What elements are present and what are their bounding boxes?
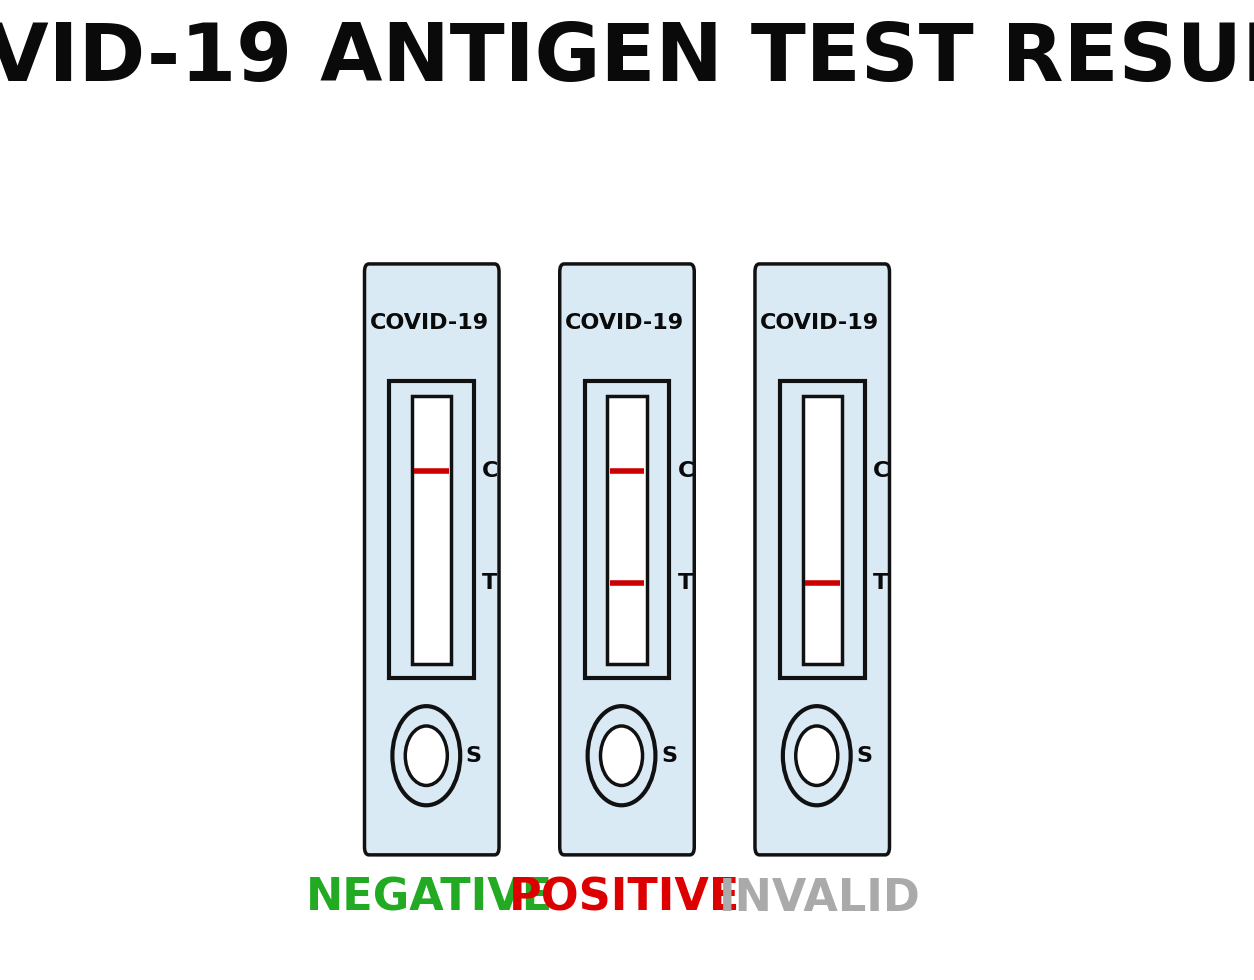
Text: T: T	[873, 573, 888, 593]
Ellipse shape	[601, 726, 642, 785]
Ellipse shape	[782, 707, 850, 806]
Text: COVID-19: COVID-19	[760, 314, 879, 333]
Bar	[390, 381, 474, 678]
Bar	[607, 396, 647, 663]
Text: C: C	[873, 461, 889, 481]
Bar	[584, 381, 670, 678]
Text: C: C	[677, 461, 693, 481]
FancyBboxPatch shape	[559, 264, 695, 855]
Ellipse shape	[588, 707, 656, 806]
Text: S: S	[661, 746, 677, 765]
Ellipse shape	[393, 707, 460, 806]
Bar	[803, 396, 841, 663]
Text: COVID-19: COVID-19	[564, 314, 683, 333]
FancyBboxPatch shape	[365, 264, 499, 855]
Text: T: T	[677, 573, 692, 593]
Text: COVID-19 ANTIGEN TEST RESULTS: COVID-19 ANTIGEN TEST RESULTS	[0, 20, 1254, 98]
Text: POSITIVE: POSITIVE	[509, 877, 740, 920]
Text: INVALID: INVALID	[719, 877, 920, 920]
FancyBboxPatch shape	[755, 264, 889, 855]
Text: S: S	[856, 746, 872, 765]
Text: C: C	[483, 461, 499, 481]
Text: COVID-19: COVID-19	[370, 314, 489, 333]
Bar	[413, 396, 451, 663]
Bar	[780, 381, 864, 678]
Text: NEGATIVE: NEGATIVE	[306, 877, 553, 920]
Text: T: T	[483, 573, 498, 593]
Ellipse shape	[405, 726, 448, 785]
Ellipse shape	[796, 726, 838, 785]
Text: S: S	[465, 746, 482, 765]
